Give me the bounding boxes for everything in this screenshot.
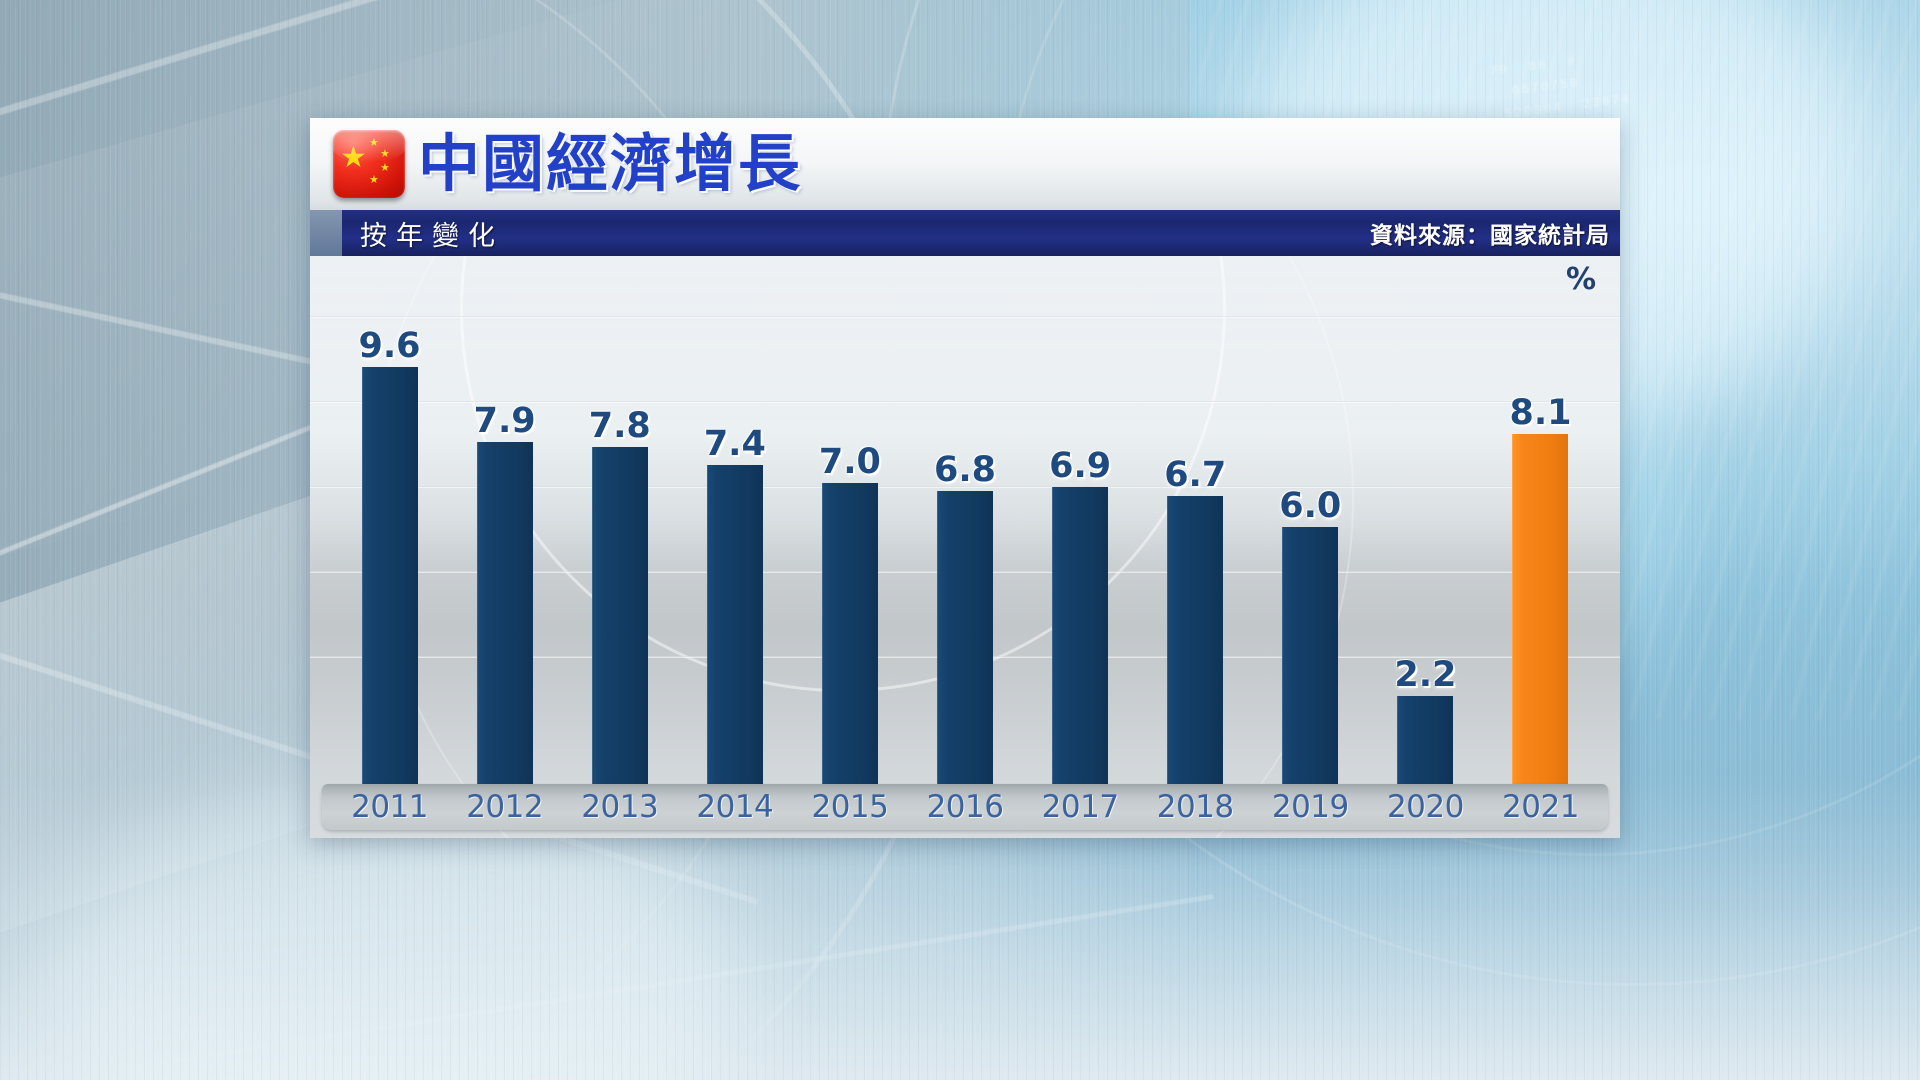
- flag-star-small: ★: [380, 162, 390, 174]
- bar-group: 6.9: [1023, 445, 1138, 794]
- bar-value-label: 7.0: [818, 441, 881, 482]
- bar-value-label: 2.2: [1394, 655, 1457, 696]
- x-axis-tick-label: 2018: [1156, 789, 1234, 825]
- x-axis-tick-label: 2016: [926, 789, 1004, 825]
- bar-group: 6.7: [1138, 454, 1253, 794]
- bar: [1167, 495, 1224, 794]
- bar-group: 9.6: [332, 325, 447, 794]
- flag-star-small: ★: [369, 137, 379, 149]
- bar: [476, 442, 533, 794]
- bar: [1397, 696, 1454, 794]
- bar-value-label: 6.7: [1164, 454, 1227, 495]
- data-source-label: 資料來源：國家統計局: [1370, 223, 1610, 249]
- bar: [821, 482, 878, 794]
- bar-group: 7.4: [677, 423, 792, 794]
- flag-star-small: ★: [369, 174, 379, 186]
- bar-value-label: 6.8: [934, 450, 997, 491]
- subtitle-label: 按年變化: [360, 220, 504, 252]
- bar-group: 7.0: [792, 441, 907, 794]
- bar-value-label: 7.9: [473, 401, 536, 442]
- bar-group: 2.2: [1368, 658, 1483, 794]
- flag-container: ★ ★ ★ ★ ★: [326, 121, 412, 207]
- subtitle-accent-tab: [310, 210, 342, 256]
- bar-value-label: 7.4: [703, 423, 766, 464]
- unit-label: %: [1565, 262, 1596, 297]
- bar: [706, 464, 763, 794]
- chart-panel: ★ ★ ★ ★ ★ 中國經濟增長 按年變化 資料來源：國家統計局 % 9.6 7.…: [310, 118, 1620, 838]
- bar: [937, 491, 994, 794]
- bar-group: 7.8: [562, 405, 677, 794]
- subtitle-bar: 按年變化 資料來源：國家統計局: [310, 210, 1620, 256]
- x-axis-tick-label: 2014: [696, 789, 774, 825]
- x-axis-tick-label: 2015: [811, 789, 889, 825]
- bar-value-label: 6.0: [1279, 486, 1342, 526]
- bar-group: 8.1: [1483, 392, 1598, 794]
- bar-value-label: 6.9: [1049, 445, 1112, 486]
- bar-value-label: 9.6: [358, 325, 421, 366]
- x-axis-tick-label: 2021: [1502, 789, 1579, 825]
- x-axis-tick-label: 2013: [581, 789, 659, 825]
- plot-area: % 9.6 7.9 7.8 7.4 7.0 6.8 6.9 6.7 6.0 2.2 8.1 2011…: [310, 256, 1620, 838]
- bar-value-label: 8.1: [1509, 392, 1572, 433]
- bar: [361, 366, 418, 794]
- bar: [591, 446, 648, 794]
- panel-header: ★ ★ ★ ★ ★ 中國經濟增長: [310, 118, 1620, 210]
- bar-series: 9.6 7.9 7.8 7.4 7.0 6.8 6.9 6.7 6.0 2.2 8.1: [310, 294, 1620, 794]
- flag-star-large: ★: [340, 141, 367, 174]
- bar-group: 6.8: [907, 453, 1022, 794]
- x-axis-tick-label: 2011: [351, 789, 428, 825]
- china-flag-icon: ★ ★ ★ ★ ★: [333, 130, 405, 198]
- bar: [1512, 433, 1569, 794]
- x-axis-tick-label: 2017: [1041, 789, 1119, 825]
- bar: [1052, 486, 1109, 794]
- bar-group: 6.0: [1253, 489, 1368, 794]
- page-title: 中國經濟增長: [418, 127, 803, 200]
- bar-group: 7.9: [447, 404, 562, 794]
- flag-star-small: ★: [380, 148, 390, 160]
- bar-value-label: 7.8: [588, 405, 651, 446]
- x-axis-tick-label: 2019: [1271, 789, 1349, 825]
- x-axis-tick-label: 2012: [466, 789, 544, 825]
- x-axis: 2011 2012 2013 2014 2015 2016 2017 2018 2019 2020…: [322, 784, 1608, 830]
- bar: [1282, 527, 1339, 794]
- x-axis-tick-label: 2020: [1386, 789, 1464, 825]
